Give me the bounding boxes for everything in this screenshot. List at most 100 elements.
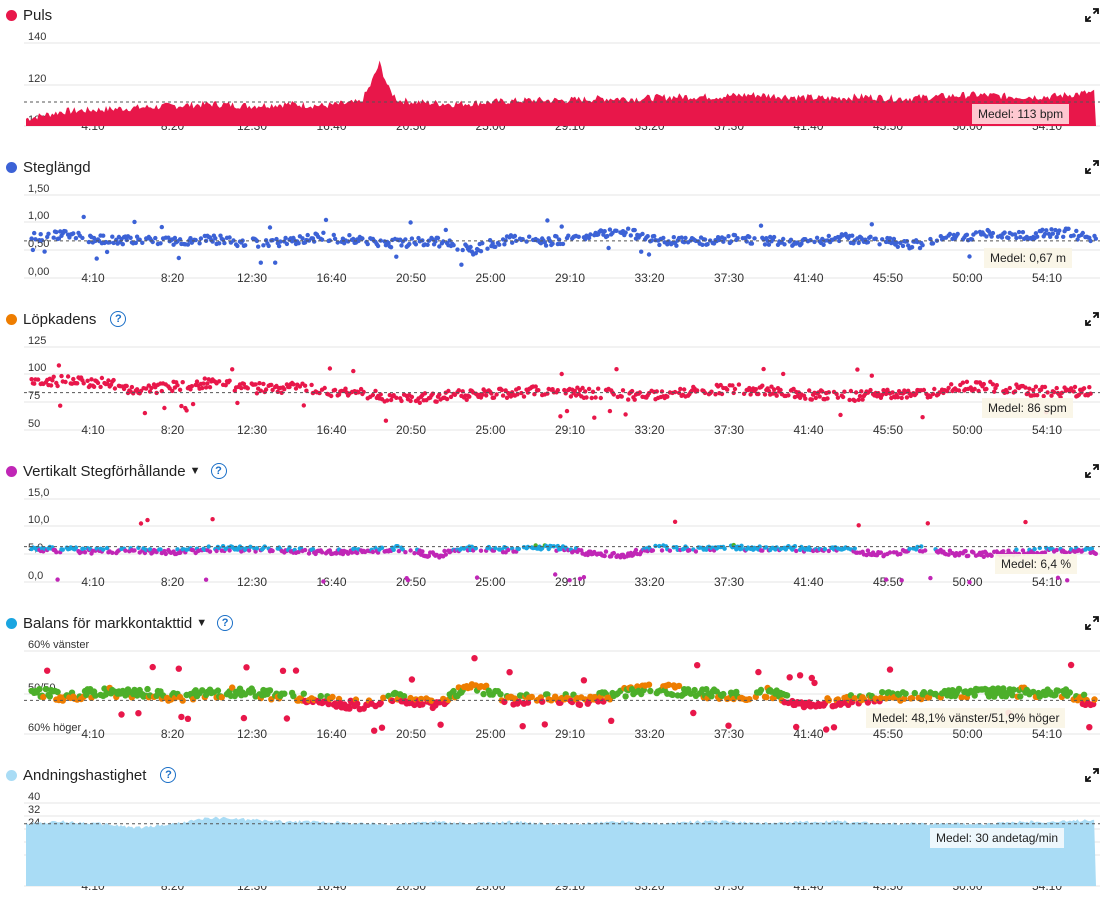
data-point xyxy=(499,387,504,393)
chart-vertikalt: 15,010,05,00,04:108:2012:3016:4020:5025:… xyxy=(24,487,1100,589)
data-point xyxy=(411,701,418,709)
data-point xyxy=(1080,691,1088,698)
panel-header: Vertikalt Stegförhållande ▼ ? xyxy=(6,460,227,482)
data-point xyxy=(593,395,598,400)
data-point xyxy=(407,241,412,247)
data-point xyxy=(30,247,36,253)
data-point xyxy=(480,392,485,397)
data-point xyxy=(274,236,279,242)
data-point xyxy=(351,368,356,374)
y-tick-label: 15,0 xyxy=(28,487,49,499)
data-point xyxy=(434,399,439,404)
data-point xyxy=(765,238,770,243)
data-point xyxy=(385,398,390,403)
data-point xyxy=(747,385,752,391)
data-point xyxy=(955,685,963,693)
data-point xyxy=(989,234,994,239)
panel-title: Löpkadens xyxy=(23,310,97,328)
expand-icon[interactable] xyxy=(1085,160,1099,174)
data-point xyxy=(235,243,240,249)
data-point xyxy=(607,227,613,232)
series-dot-icon xyxy=(6,465,17,477)
data-point xyxy=(976,388,981,394)
expand-icon[interactable] xyxy=(1085,8,1099,22)
data-point xyxy=(757,686,765,694)
data-point xyxy=(645,681,653,688)
data-point xyxy=(1017,693,1024,700)
data-point xyxy=(291,382,296,387)
data-point xyxy=(258,388,263,393)
data-point xyxy=(110,550,115,555)
data-point xyxy=(902,690,909,697)
data-point xyxy=(149,663,156,671)
x-tick-label: 54:10 xyxy=(1032,727,1062,741)
dropdown-caret-icon[interactable]: ▼ xyxy=(196,617,208,629)
data-point xyxy=(29,236,34,241)
data-point xyxy=(1033,384,1039,389)
help-icon[interactable]: ? xyxy=(160,767,177,783)
data-point xyxy=(510,240,515,245)
data-point xyxy=(261,381,266,387)
data-point xyxy=(235,400,240,406)
data-point xyxy=(1080,230,1086,236)
data-point xyxy=(38,232,43,237)
data-point xyxy=(480,690,487,698)
data-point xyxy=(880,237,885,242)
data-point xyxy=(435,235,441,241)
data-point xyxy=(920,243,925,248)
data-point xyxy=(1012,232,1018,237)
data-point xyxy=(761,366,766,372)
data-point xyxy=(202,376,207,381)
data-point xyxy=(760,548,765,553)
data-point xyxy=(543,243,549,248)
data-point xyxy=(241,381,247,387)
data-point xyxy=(270,548,275,554)
help-icon[interactable]: ? xyxy=(110,311,127,327)
data-point xyxy=(40,693,47,701)
data-point xyxy=(123,548,128,553)
dropdown-caret-icon[interactable]: ▼ xyxy=(189,465,201,477)
data-point xyxy=(964,379,970,384)
help-icon[interactable]: ? xyxy=(217,615,234,631)
data-point xyxy=(595,698,602,705)
data-point xyxy=(323,217,329,223)
expand-icon[interactable] xyxy=(1085,464,1099,478)
data-point xyxy=(253,382,258,387)
data-point xyxy=(794,548,799,554)
data-point xyxy=(890,390,895,395)
help-icon[interactable]: ? xyxy=(210,463,227,479)
data-point xyxy=(894,240,899,245)
expand-icon[interactable] xyxy=(1085,616,1099,630)
x-tick-label: 37:30 xyxy=(714,575,744,589)
data-point xyxy=(504,395,510,400)
data-point xyxy=(581,575,587,580)
x-tick-label: 4:10 xyxy=(81,423,105,437)
data-point xyxy=(144,685,151,693)
data-point xyxy=(782,242,787,247)
data-point xyxy=(129,384,135,390)
data-point xyxy=(886,666,894,673)
data-point xyxy=(736,382,742,387)
data-point xyxy=(958,694,965,701)
data-point xyxy=(1023,519,1028,525)
data-point xyxy=(266,243,271,249)
data-point xyxy=(248,544,253,549)
data-point xyxy=(389,697,396,705)
data-point xyxy=(408,398,413,404)
data-point xyxy=(808,674,815,682)
expand-icon[interactable] xyxy=(1085,312,1099,326)
data-point xyxy=(879,689,886,696)
data-point xyxy=(786,393,791,398)
data-point xyxy=(516,546,521,552)
data-point xyxy=(592,415,597,420)
data-point xyxy=(769,384,774,389)
data-point xyxy=(947,231,953,237)
data-point xyxy=(46,231,51,236)
data-point xyxy=(85,378,90,383)
data-point xyxy=(158,241,163,246)
x-tick-label: 54:10 xyxy=(1032,271,1062,285)
expand-icon[interactable] xyxy=(1085,768,1099,782)
data-point xyxy=(293,386,299,391)
data-point xyxy=(356,238,361,244)
chart-andning: 40322416804:108:2012:3016:4020:5025:0029… xyxy=(24,791,1100,893)
